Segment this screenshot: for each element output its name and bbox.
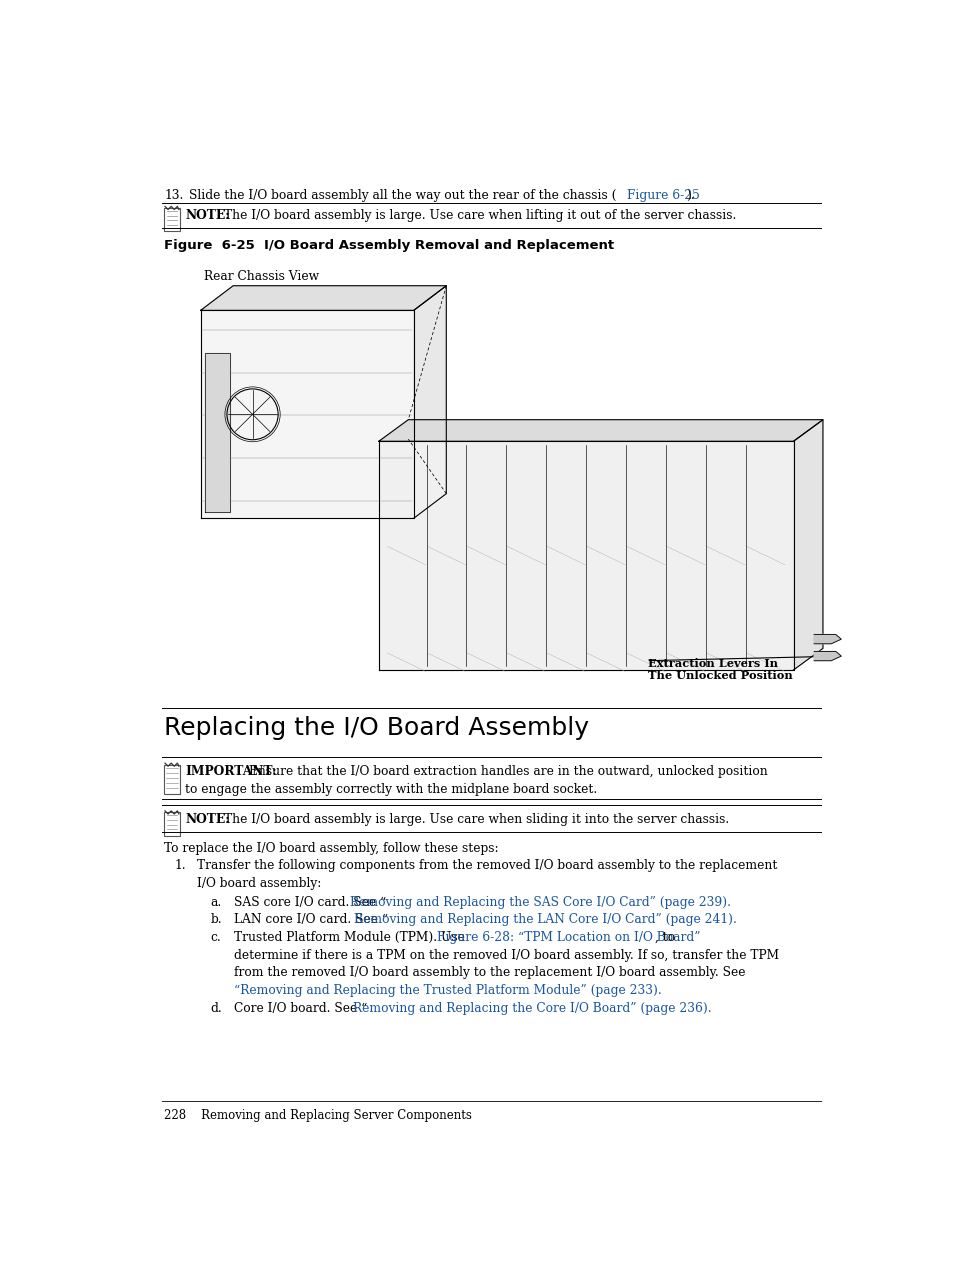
Text: The I/O board assembly is large. Use care when lifting it out of the server chas: The I/O board assembly is large. Use car… (224, 208, 736, 221)
Text: To replace the I/O board assembly, follow these steps:: To replace the I/O board assembly, follo… (164, 841, 498, 854)
Bar (189, 285, 808, 680)
Text: d.: d. (211, 1002, 222, 1014)
Text: ).: ). (686, 189, 695, 202)
Text: Figure  6-25  I/O Board Assembly Removal and Replacement: Figure 6-25 I/O Board Assembly Removal a… (164, 239, 614, 252)
Text: c.: c. (211, 930, 221, 944)
Text: Removing and Replacing the Core I/O Board” (page 236).: Removing and Replacing the Core I/O Boar… (353, 1002, 710, 1014)
Text: Transfer the following components from the removed I/O board assembly to the rep: Transfer the following components from t… (196, 859, 777, 872)
Polygon shape (813, 634, 841, 644)
Text: The I/O board assembly is large. Use care when sliding it into the server chassi: The I/O board assembly is large. Use car… (224, 813, 728, 826)
Text: , to: , to (654, 930, 674, 944)
Text: b.: b. (211, 914, 222, 927)
Text: Figure 6-25: Figure 6-25 (627, 189, 700, 202)
Polygon shape (378, 419, 822, 441)
Text: I/O board assembly:: I/O board assembly: (196, 877, 321, 890)
FancyBboxPatch shape (164, 812, 179, 835)
FancyBboxPatch shape (164, 765, 179, 794)
Text: Removing and Replacing the SAS Core I/O Card” (page 239).: Removing and Replacing the SAS Core I/O … (350, 896, 730, 909)
Text: Ensure that the I/O board extraction handles are in the outward, unlocked positi: Ensure that the I/O board extraction han… (249, 765, 766, 778)
Text: SAS core I/O card. See “: SAS core I/O card. See “ (233, 896, 386, 909)
Text: to engage the assembly correctly with the midplane board socket.: to engage the assembly correctly with th… (185, 783, 597, 796)
Text: 1.: 1. (174, 859, 187, 872)
Polygon shape (204, 353, 230, 512)
Polygon shape (200, 310, 414, 519)
Polygon shape (200, 286, 446, 310)
Text: NOTE:: NOTE: (185, 208, 230, 221)
Text: 13.: 13. (164, 189, 183, 202)
Text: Figure 6-28: “TPM Location on I/O Board”: Figure 6-28: “TPM Location on I/O Board” (436, 930, 700, 944)
Text: “Removing and Replacing the Trusted Platform Module” (page 233).: “Removing and Replacing the Trusted Plat… (233, 984, 661, 998)
Text: Core I/O board. See “: Core I/O board. See “ (233, 1002, 367, 1014)
Text: Rear Chassis View: Rear Chassis View (204, 269, 319, 282)
Text: Extraction Levers In
The Unlocked Position: Extraction Levers In The Unlocked Positi… (647, 657, 792, 681)
Text: NOTE:: NOTE: (185, 813, 230, 826)
Text: Replacing the I/O Board Assembly: Replacing the I/O Board Assembly (164, 716, 589, 740)
FancyBboxPatch shape (164, 208, 179, 231)
Text: IMPORTANT:: IMPORTANT: (185, 765, 276, 778)
Polygon shape (813, 652, 841, 661)
Text: 228    Removing and Replacing Server Components: 228 Removing and Replacing Server Compon… (164, 1108, 472, 1122)
Text: LAN core I/O card. See “: LAN core I/O card. See “ (233, 914, 388, 927)
Text: from the removed I/O board assembly to the replacement I/O board assembly. See: from the removed I/O board assembly to t… (233, 966, 744, 980)
Text: determine if there is a TPM on the removed I/O board assembly. If so, transfer t: determine if there is a TPM on the remov… (233, 948, 779, 962)
Polygon shape (414, 286, 446, 519)
Polygon shape (793, 419, 822, 670)
Text: Removing and Replacing the LAN Core I/O Card” (page 241).: Removing and Replacing the LAN Core I/O … (354, 914, 736, 927)
Text: Slide the I/O board assembly all the way out the rear of the chassis (: Slide the I/O board assembly all the way… (189, 189, 616, 202)
Text: a.: a. (211, 896, 222, 909)
Text: Trusted Platform Module (TPM). Use: Trusted Platform Module (TPM). Use (233, 930, 468, 944)
Polygon shape (378, 441, 793, 670)
